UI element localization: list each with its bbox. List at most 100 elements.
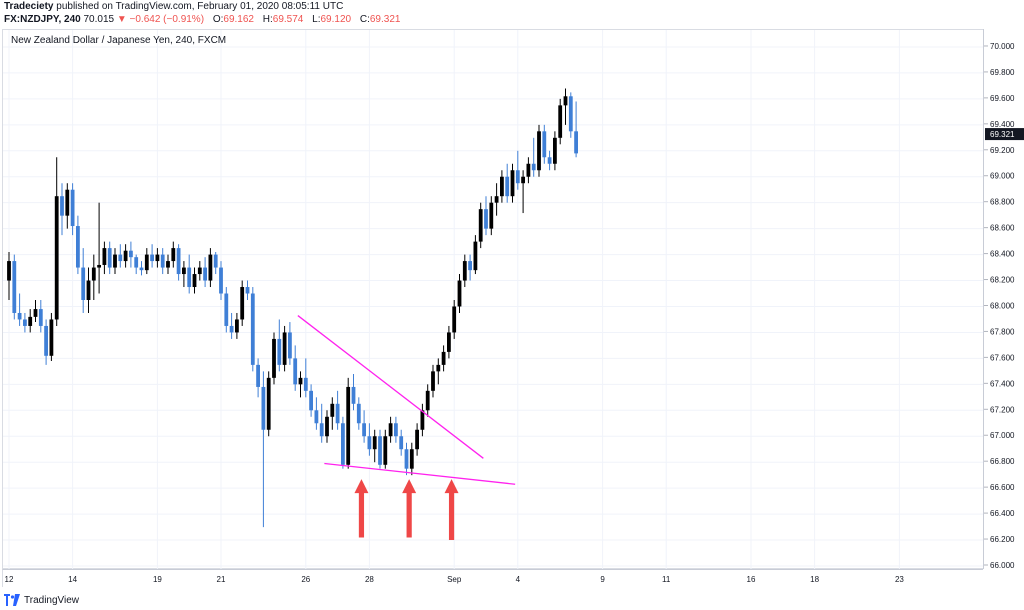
- last-price: 70.015: [83, 14, 115, 25]
- candle: [76, 215, 80, 275]
- footer: TradingView: [4, 592, 79, 608]
- candle: [489, 196, 494, 236]
- candle-body: [250, 293, 255, 365]
- low-value: 69.120: [320, 14, 352, 25]
- candle-body: [484, 209, 488, 229]
- time-tick-label: 26: [301, 575, 310, 584]
- candle: [378, 429, 382, 469]
- candle-body: [81, 267, 86, 300]
- candle: [420, 403, 425, 437]
- candle-body: [298, 377, 303, 385]
- candlestick-chart[interactable]: [3, 30, 984, 570]
- candle-body: [314, 410, 319, 424]
- candle-body: [139, 267, 144, 271]
- candle: [409, 442, 414, 476]
- brand-name[interactable]: TradingView: [24, 594, 80, 606]
- candle-body: [568, 96, 573, 132]
- price-tick-label: 67.800: [990, 327, 1015, 336]
- open-value: 69.162: [223, 14, 254, 25]
- candle-body: [537, 131, 541, 171]
- candle-body: [319, 423, 324, 437]
- candle-body: [171, 248, 176, 262]
- candle: [415, 423, 419, 456]
- publication-header: Tradeciety published on TradingView.com,…: [0, 0, 1024, 28]
- candle-body: [505, 176, 510, 197]
- candle: [86, 267, 91, 313]
- symbol-label[interactable]: FX:NZDJPY, 240: [4, 14, 81, 25]
- price-tick-label: 69.200: [990, 146, 1015, 155]
- trendline[interactable]: [324, 462, 516, 485]
- candle-body: [447, 332, 451, 352]
- candle-body: [362, 423, 366, 437]
- candle-body: [394, 423, 398, 437]
- price-tick-label: 69.600: [990, 94, 1015, 103]
- candle-body: [38, 309, 43, 326]
- candle-body: [293, 358, 298, 385]
- candle-body: [272, 338, 276, 378]
- candle: [309, 384, 313, 417]
- candle: [38, 300, 43, 333]
- candle-body: [219, 267, 223, 294]
- candle: [81, 248, 86, 313]
- candle: [558, 98, 563, 145]
- price-tick-label: 68.800: [990, 198, 1015, 207]
- candle: [473, 235, 478, 275]
- time-tick-label: 12: [5, 575, 14, 584]
- price-tick-label: 67.000: [990, 431, 1015, 440]
- price-tick-label: 66.000: [990, 561, 1015, 569]
- price-axis[interactable]: 70.000 69.800 69.600 69.400 69.200 69.000 68.8…: [983, 29, 1024, 569]
- candle-body: [346, 386, 351, 465]
- candle-body: [224, 293, 229, 326]
- candle: [500, 170, 504, 203]
- trendline[interactable]: [297, 315, 484, 459]
- candle: [441, 345, 446, 372]
- symbol-line: FX:NZDJPY, 240 70.015 ▼ −0.642 (−0.91%) …: [4, 14, 400, 25]
- price-tick-label: 66.800: [990, 457, 1015, 466]
- candle: [531, 137, 536, 177]
- high-label: H:: [262, 14, 273, 25]
- candle-body: [341, 423, 345, 465]
- low-label: L:: [312, 14, 321, 25]
- candle-body: [436, 364, 441, 372]
- current-price-tag: [985, 128, 1024, 141]
- candle: [351, 373, 356, 411]
- close-label: C:: [359, 14, 370, 25]
- candle-body: [457, 280, 462, 307]
- candle: [160, 248, 165, 275]
- candle: [447, 325, 451, 359]
- candle-body: [452, 306, 457, 333]
- candle: [425, 384, 430, 417]
- candle-body: [409, 449, 414, 469]
- candle-body: [113, 254, 117, 268]
- time-axis[interactable]: 12 14 19 21 26 28 Sep 4 9 11 16 18 23: [2, 569, 983, 587]
- time-tick-label: 16: [747, 575, 756, 584]
- candle-body: [49, 319, 54, 356]
- candle-body: [28, 316, 33, 326]
- published-info: published on TradingView.com, February 0…: [53, 1, 344, 12]
- candle: [288, 322, 292, 365]
- candle: [60, 183, 64, 236]
- chart-pane[interactable]: New Zealand Dollar / Japanese Yen, 240, …: [2, 29, 984, 570]
- candle: [250, 287, 255, 372]
- candle-body: [558, 105, 563, 138]
- candle: [70, 183, 75, 236]
- candle-body: [547, 157, 552, 164]
- candle-body: [478, 209, 483, 242]
- candle: [182, 261, 186, 288]
- candle-body: [54, 196, 59, 320]
- candle: [144, 248, 149, 275]
- candle: [176, 244, 181, 281]
- candle-body: [388, 423, 393, 437]
- candle: [335, 390, 340, 430]
- candle-body: [17, 312, 22, 320]
- price-tick-label: 68.600: [990, 224, 1015, 233]
- candle: [325, 410, 329, 443]
- candle-body: [510, 170, 515, 197]
- candle-body: [266, 377, 271, 430]
- candle: [134, 254, 139, 275]
- candle-body: [526, 163, 531, 177]
- candle: [139, 261, 144, 276]
- author-name[interactable]: Tradeciety: [4, 1, 54, 12]
- candle: [372, 429, 377, 463]
- trendlines[interactable]: [297, 315, 516, 485]
